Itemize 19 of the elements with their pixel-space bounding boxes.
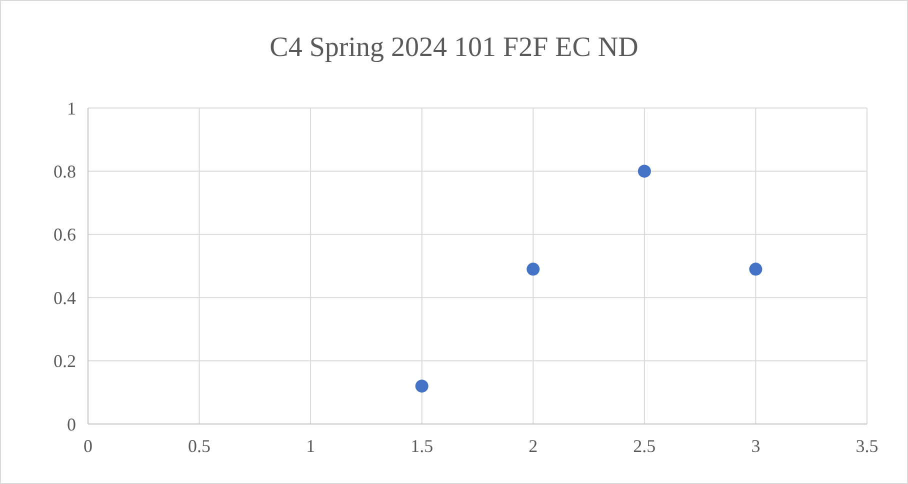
x-tick-label: 0	[84, 436, 92, 456]
y-tick-label: 0.4	[54, 288, 76, 308]
point	[526, 262, 540, 276]
y-tick-label: 0.6	[54, 224, 76, 245]
y-tick-label: 0.2	[54, 351, 76, 372]
y-tick-label: 0	[67, 414, 76, 434]
point	[749, 262, 762, 276]
chart-title: C4 Spring 2024 101 F2F EC ND	[270, 32, 638, 63]
y-tick-label: 1	[67, 98, 76, 118]
x-tick-label: 2	[528, 436, 538, 456]
x-tick-label: 2.5	[633, 436, 656, 456]
x-tick-label: 1	[306, 436, 316, 456]
y-tick-label: 0.8	[54, 162, 76, 182]
x-tick-label: 1.5	[410, 436, 434, 456]
x-tick-label: 3	[751, 436, 760, 456]
x-tick-label: 3.5	[856, 436, 878, 456]
point	[638, 164, 651, 178]
point	[415, 380, 428, 393]
x-tick-label: 0.5	[188, 436, 211, 456]
